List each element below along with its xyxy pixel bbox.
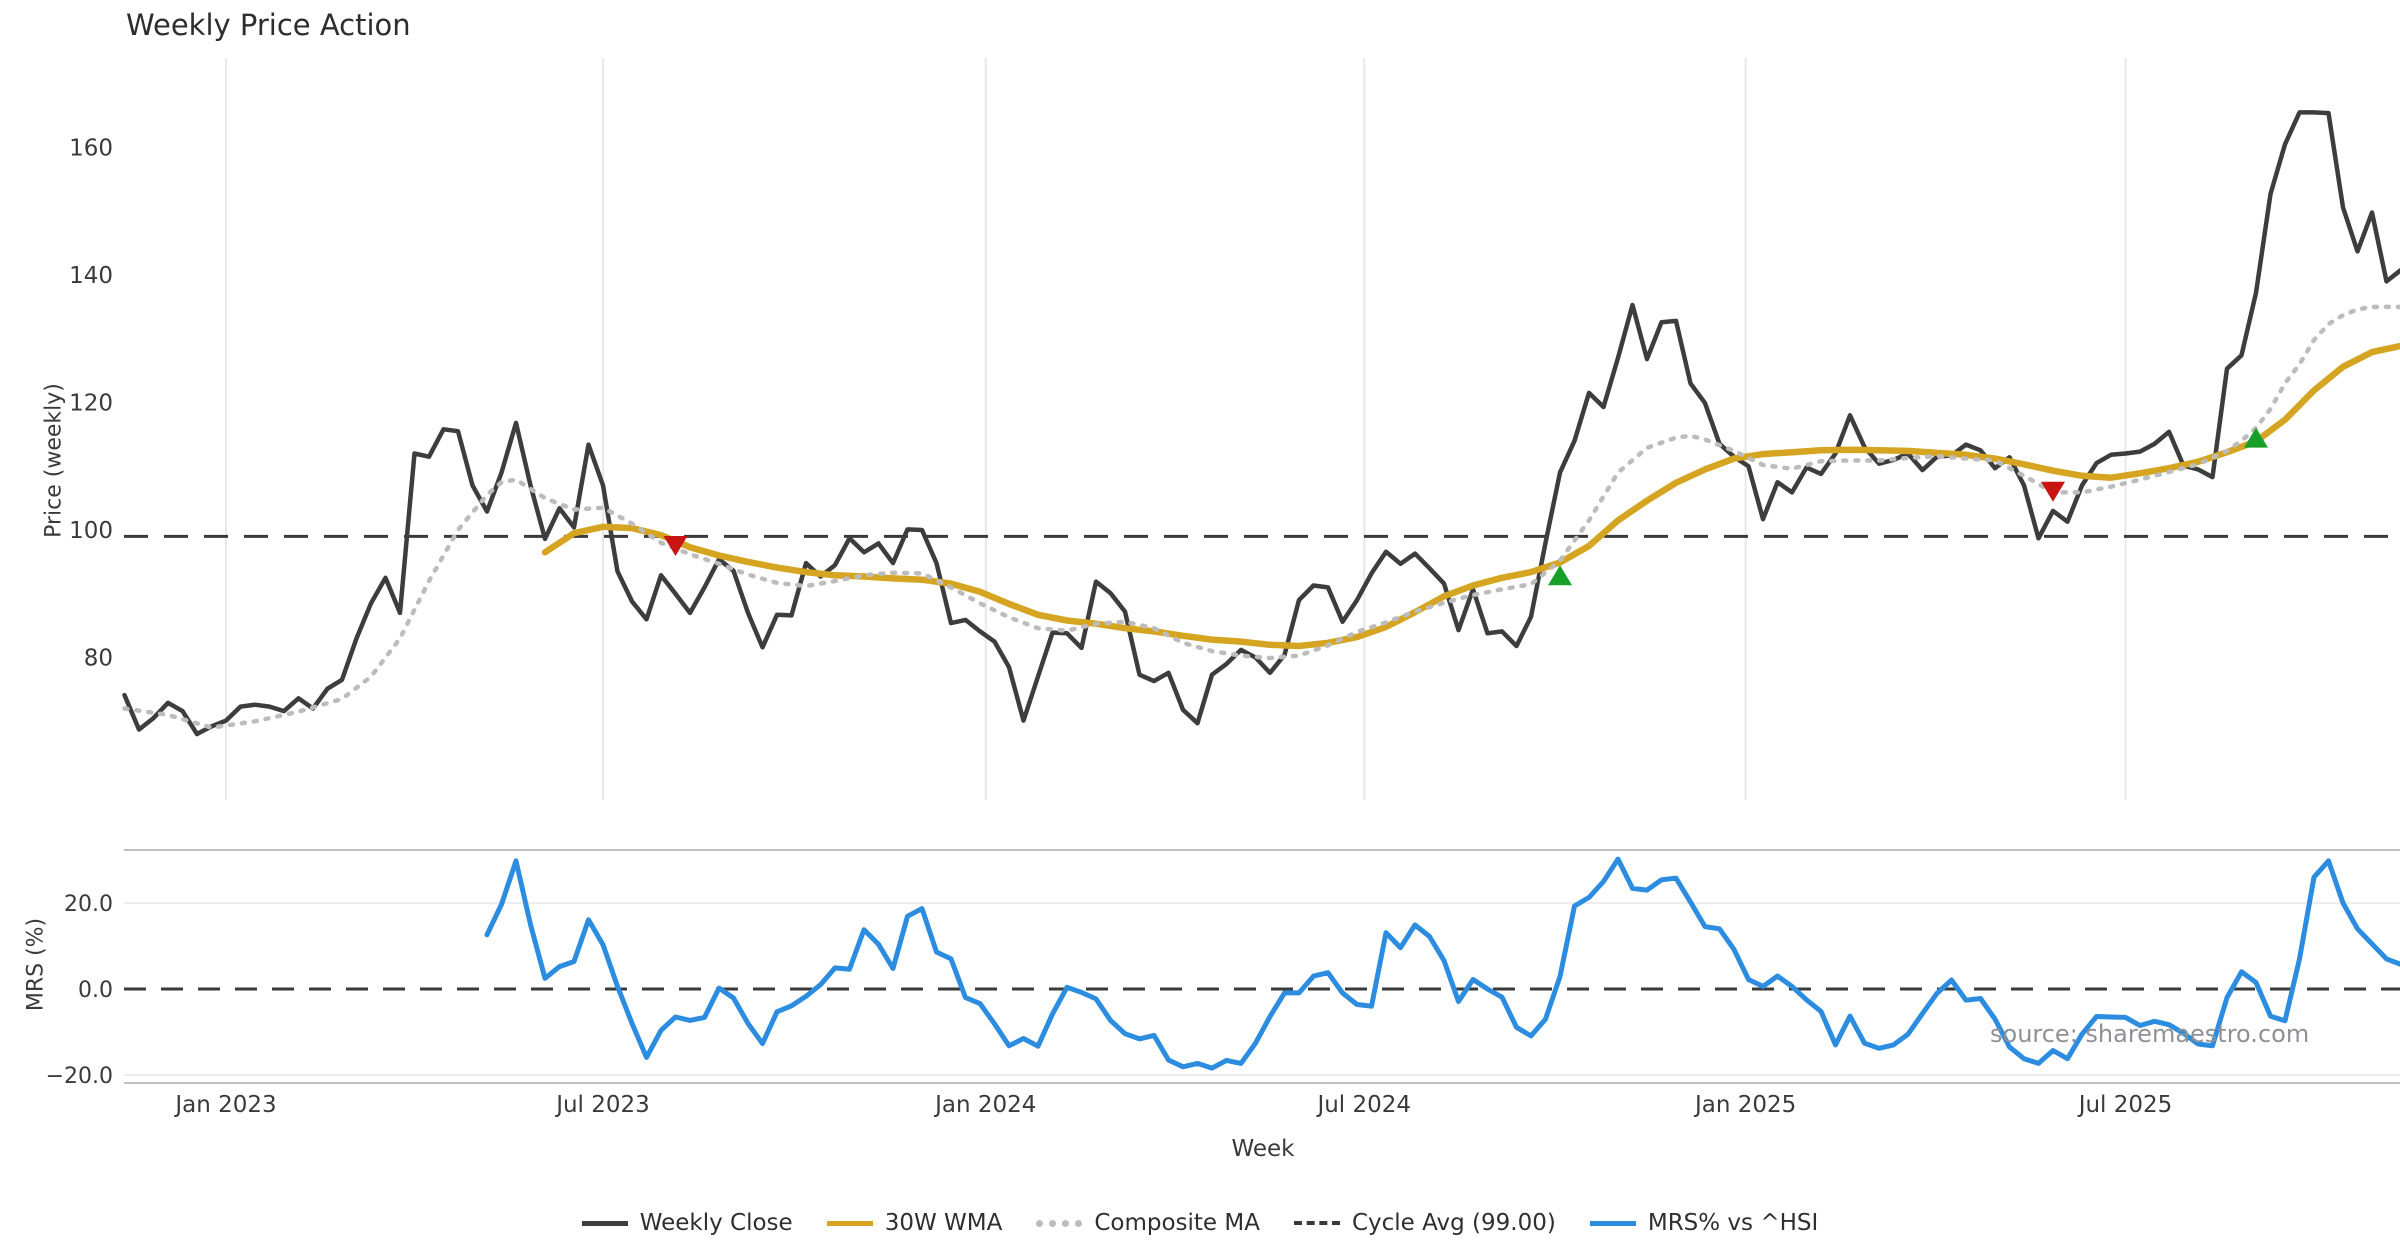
x-tick-label: Jul 2025 [2077, 1092, 2173, 1118]
composite-line-sample [1036, 1219, 1083, 1227]
mrs-tick-label: 20.0 [64, 892, 113, 917]
wma-line-sample [826, 1220, 873, 1226]
buy-marker-icon [1548, 565, 1572, 586]
legend-label: Weekly Close [639, 1210, 793, 1236]
sell-marker-icon [2041, 481, 2065, 502]
x-tick-label: Jan 2025 [1693, 1092, 1796, 1118]
sell-marker-icon [663, 535, 688, 556]
legend-item-weekly-close: Weekly Close [581, 1210, 793, 1236]
legend-item-mrs: MRS% vs ^HSI [1589, 1210, 1819, 1236]
weekly-close-line-sample [581, 1220, 628, 1226]
price-tick-label: 80 [84, 646, 113, 672]
mrs-tick-label: 0.0 [78, 978, 113, 1003]
x-tick-label: Jan 2023 [173, 1092, 276, 1118]
legend-item-cycle-avg: Cycle Avg (99.00) [1293, 1210, 1556, 1236]
legend-item-wma: 30W WMA [826, 1210, 1003, 1236]
legend-label: Cycle Avg (99.00) [1351, 1210, 1556, 1236]
price-tick-label: 120 [69, 391, 113, 417]
wma-line [541, 342, 2400, 650]
weekly-close-line [122, 110, 2400, 737]
mrs-axis-label: MRS (%) [23, 917, 49, 1012]
price-tick-label: 140 [69, 263, 113, 289]
price-tick-label: 160 [69, 136, 113, 162]
legend: Weekly Close 30W WMA Composite MA Cycle … [0, 1210, 2400, 1236]
legend-label: 30W WMA [884, 1210, 1003, 1236]
cycle-avg-line-sample [1293, 1221, 1340, 1225]
x-tick-label: Jul 2024 [1315, 1092, 1411, 1118]
week-axis-label: Week [1231, 1136, 1295, 1162]
legend-label: MRS% vs ^HSI [1647, 1210, 1819, 1236]
legend-item-composite: Composite MA [1036, 1210, 1260, 1236]
page-title: Weekly Price Action [126, 8, 411, 42]
x-tick-label: Jul 2023 [554, 1092, 650, 1118]
legend-label: Composite MA [1094, 1210, 1260, 1236]
x-tick-label: Jan 2024 [933, 1092, 1036, 1118]
mrs-tick-label: −20.0 [46, 1064, 113, 1089]
mrs-line-sample [1589, 1220, 1636, 1226]
composite-ma-line [122, 304, 2400, 730]
source-attribution: source: sharemaestro.com [1990, 1020, 2310, 1048]
mrs-line [484, 856, 2400, 1071]
price-axis-label: Price (weekly) [41, 383, 67, 538]
price-tick-label: 100 [69, 518, 113, 544]
buy-marker-icon [2244, 427, 2268, 448]
